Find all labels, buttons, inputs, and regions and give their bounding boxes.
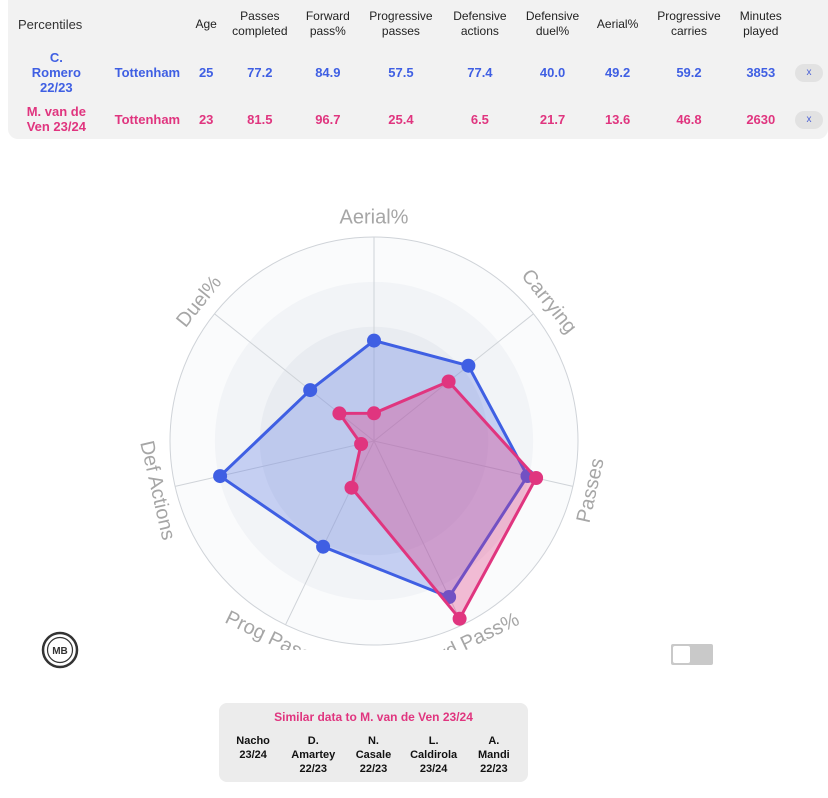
header-line: Defensive (525, 9, 580, 23)
table-row: C. Romero 22/23 Tottenham 25 77.2 84.9 57.5 77.4… (8, 48, 828, 96)
radar-spoke (175, 440, 375, 487)
radar-data-point (367, 333, 381, 348)
table-header-row: Percentiles Age Passes completed Forward pass… (8, 0, 828, 48)
radar-series-area (217, 338, 530, 599)
cell-passes-completed: 81.5 (247, 111, 273, 127)
similar-player-item[interactable]: N. Casale 22/23 (355, 735, 392, 775)
radar-data-point (367, 406, 381, 421)
header-line: duel% (535, 24, 570, 38)
cell-defensive-actions: 77.4 (467, 64, 493, 80)
cell-progressive-passes: 57.5 (388, 64, 414, 80)
column-header: Aerial% (589, 0, 646, 48)
mb-logo: MB (40, 630, 80, 675)
percentiles-table: Percentiles Age Passes completed Forward pass… (8, 0, 828, 139)
column-header: Passes completed (222, 0, 297, 48)
cell-progressive-passes: 25.4 (388, 111, 414, 127)
radar-data-point (529, 471, 544, 485)
header-line: Progressive (369, 9, 433, 23)
radar-data-point (213, 469, 228, 484)
radar-data-point (452, 611, 467, 626)
remove-cell: x (790, 48, 828, 96)
header-line: Passes (240, 9, 280, 23)
column-header: Minutes played (732, 0, 790, 48)
cell-progressive-carries: 46.8 (676, 111, 702, 127)
radar-data-point (316, 539, 331, 554)
header-line: completed (232, 24, 288, 38)
cell-defensive-actions: 6.5 (470, 111, 489, 127)
column-header: Progressive carries (646, 0, 731, 48)
radar-axis-label: Passes (573, 456, 609, 525)
cell-forward-pass: 96.7 (315, 111, 341, 127)
header-line: Aerial% (596, 16, 639, 31)
column-header: Progressive passes (358, 0, 443, 48)
column-header: Forward pass% (297, 0, 358, 48)
toggle-knob[interactable] (673, 646, 690, 663)
header-line: Forward (305, 9, 350, 23)
similar-title: Similar data to M. van de Ven 23/24 (274, 710, 473, 724)
cell-team: Tottenham (114, 64, 181, 80)
view-toggle[interactable] (671, 644, 713, 665)
player-name: M. van de Ven 23/24 (26, 104, 86, 134)
header-line: Minutes (739, 9, 782, 23)
cell-forward-pass: 84.9 (315, 64, 341, 80)
header-line: actions (460, 24, 499, 38)
header-line: pass% (309, 24, 346, 38)
column-header: Age (190, 0, 222, 48)
header-line: played (743, 24, 779, 38)
radar-data-point (461, 358, 476, 373)
header-line: carries (670, 24, 707, 38)
similar-player-item[interactable]: D. Amartey 22/23 (291, 735, 336, 775)
header-line: Percentiles (18, 16, 83, 32)
remove-player-button[interactable]: x (794, 110, 823, 129)
column-header: Defensive actions (444, 0, 517, 48)
cell-progressive-carries: 59.2 (676, 64, 702, 80)
cell-aerial: 13.6 (604, 111, 631, 127)
cell-aerial: 49.2 (604, 64, 631, 80)
radar-data-point (344, 480, 359, 495)
similar-list: Nacho 23/24 D. Amartey 22/23 N. Casale 22/23 L. C… (219, 734, 528, 776)
cell-age: 23 (198, 111, 214, 127)
radar-spoke (214, 313, 375, 442)
radar-spoke (285, 440, 375, 626)
radar-data-point (354, 437, 369, 451)
similar-players-panel: Similar data to M. van de Ven 23/24 Nach… (219, 703, 528, 782)
radar-data-point (441, 374, 456, 389)
similar-player-item[interactable]: A. Mandi 22/23 (477, 735, 510, 775)
header-line: Defensive (453, 9, 507, 23)
header-line: passes (381, 24, 420, 38)
cell-minutes-played: 3853 (746, 64, 776, 80)
column-header: Defensive duel% (516, 0, 589, 48)
table-row: M. van de Ven 23/24 Tottenham 23 81.5 96.7 25.… (8, 96, 828, 142)
radar-data-point (303, 383, 318, 398)
column-header: Percentiles (8, 0, 105, 48)
header-line: Progressive (657, 9, 721, 23)
cell-defensive-duel: 21.7 (539, 111, 566, 127)
similar-player-item[interactable]: L. Caldirola 23/24 (410, 735, 458, 775)
column-header (790, 0, 828, 48)
radar-data-point (332, 406, 347, 421)
cell-minutes-played: 2630 (746, 111, 776, 127)
radar-axis-label: Aerial% (340, 206, 409, 228)
similar-player-item[interactable]: Nacho 23/24 (236, 735, 270, 761)
remove-cell: x (790, 96, 828, 142)
cell-team: Tottenham (114, 111, 181, 127)
cell-age: 25 (198, 64, 214, 80)
header-line: Age (195, 16, 217, 31)
column-header (105, 0, 190, 48)
cell-passes-completed: 77.2 (247, 64, 273, 80)
player-name: C. Romero 22/23 (31, 49, 81, 95)
remove-player-button[interactable]: x (794, 63, 823, 82)
cell-defensive-duel: 40.0 (539, 64, 566, 80)
svg-text:MB: MB (52, 646, 68, 657)
